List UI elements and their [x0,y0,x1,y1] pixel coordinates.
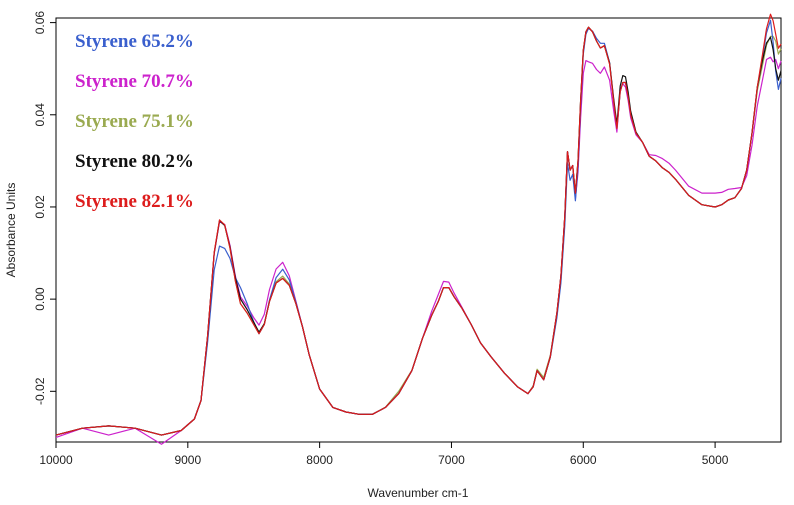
y-tick-label: 0.06 [33,11,47,35]
y-tick-label: -0.02 [33,377,47,405]
legend: Styrene 65.2% Styrene 70.7% Styrene 75.1% S… [75,31,194,212]
series-line [55,13,782,436]
legend-entry: Styrene 65.2% [75,31,194,52]
x-tick-label: 9000 [174,453,201,467]
x-axis-title: Wavenumber cm-1 [368,486,469,500]
x-tick-label: 7000 [438,453,465,467]
plot-frame [55,17,782,443]
x-tick-label: 8000 [306,453,333,467]
y-tick-label: 0.00 [33,287,47,311]
legend-entry: Styrene 75.1% [75,111,194,132]
legend-entry: Styrene 82.1% [75,191,194,212]
series-curves [55,13,782,445]
y-axis-ticks: -0.02 0.00 0.02 0.04 0.06 [33,11,56,405]
x-tick-label: 10000 [39,453,73,467]
legend-entry: Styrene 70.7% [75,71,194,92]
y-tick-label: 0.04 [33,103,47,127]
x-axis-ticks: 10000 9000 8000 7000 6000 5000 [39,442,729,467]
legend-entry: Styrene 80.2% [75,151,194,172]
y-axis-title: Absorbance Units [4,183,18,278]
x-tick-label: 5000 [702,453,729,467]
x-tick-label: 6000 [570,453,597,467]
y-tick-label: 0.02 [33,195,47,219]
